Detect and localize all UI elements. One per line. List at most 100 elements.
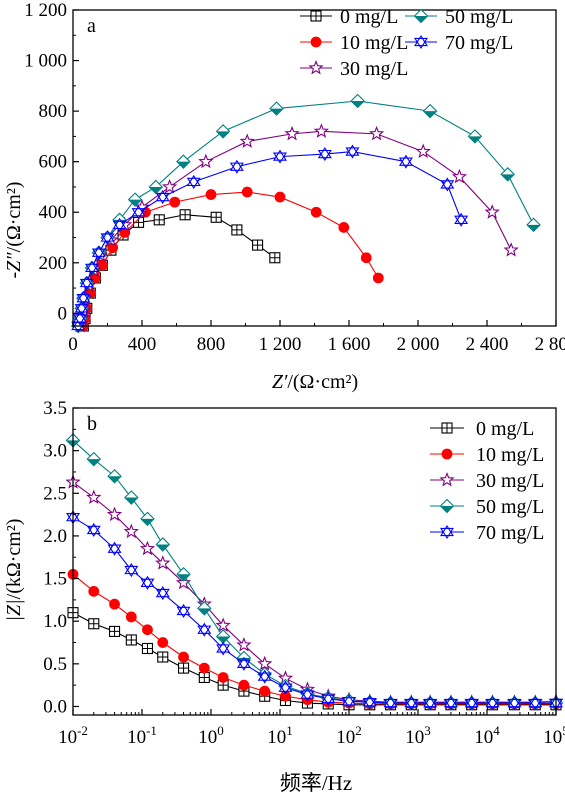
legend-marker	[439, 471, 455, 487]
data-point-inv	[317, 149, 332, 162]
x-tick-label: 800	[197, 334, 226, 355]
legend-marker	[441, 448, 453, 460]
legend-item: 0 mg/L	[430, 418, 534, 440]
data-point-inv	[464, 698, 479, 711]
data-point	[88, 585, 100, 597]
x-tick-label: 2 400	[466, 334, 509, 355]
data-point-inv	[197, 625, 212, 637]
data-point-cross	[157, 652, 168, 663]
x-tick-label: 104	[474, 723, 500, 748]
data-point-fill	[468, 136, 482, 143]
data-point	[86, 489, 102, 505]
data-point	[198, 153, 214, 169]
legend-marker-inv	[414, 37, 428, 50]
data-point-inv	[485, 698, 500, 711]
data-point	[178, 651, 189, 663]
data-point	[238, 679, 250, 691]
legend-item: 30 mg/L	[300, 58, 408, 80]
legend-item: 10 mg/L	[300, 32, 408, 54]
legend-label: 70 mg/L	[476, 522, 544, 544]
series-70-mgL	[71, 144, 469, 334]
data-point	[198, 662, 210, 674]
data-point-inv	[91, 248, 106, 260]
data-point	[313, 123, 330, 138]
data-point	[274, 191, 286, 203]
data-point-fill	[197, 608, 211, 615]
legend-label: 10 mg/L	[340, 32, 408, 54]
data-point-cross	[142, 643, 153, 654]
data-point	[503, 242, 519, 257]
data-point-cross	[211, 212, 222, 223]
x-tick-label: 102	[336, 723, 362, 748]
data-point	[259, 685, 271, 697]
data-point-inv	[257, 672, 272, 684]
legend-label: 10 mg/L	[476, 444, 544, 466]
legend: 0 mg/L 10 mg/L 30 mg/L 50 mg/L 70 mg/L	[300, 6, 513, 80]
y-tick-label: 1 200	[24, 0, 67, 21]
data-point	[239, 133, 255, 148]
data-point	[241, 186, 253, 198]
legend-item: 0 mg/L	[300, 6, 398, 28]
data-point-fill	[124, 497, 138, 505]
data-point-inv	[131, 208, 146, 220]
legend-marker-fill	[414, 16, 428, 23]
data-point-fill	[140, 518, 154, 526]
data-point-inv	[216, 644, 231, 656]
y-tick-label: 0	[58, 303, 68, 324]
data-point	[125, 611, 137, 623]
panel-label: b	[87, 413, 97, 435]
legend-label: 50 mg/L	[476, 496, 544, 518]
data-point-fill	[177, 574, 191, 581]
y-tick-label: 800	[39, 101, 68, 122]
x-tick-label: 1 600	[328, 334, 371, 355]
x-tick-label: 100	[198, 723, 224, 748]
data-point-inv	[100, 233, 115, 245]
data-point-cross	[178, 663, 189, 674]
legend-marker-inv	[440, 527, 454, 540]
x-tick-label: 101	[267, 723, 293, 748]
legend-item: 10 mg/L	[430, 444, 544, 466]
y-tick-label: 3.0	[43, 441, 67, 462]
plot-frame	[72, 9, 557, 327]
data-point	[123, 523, 139, 539]
data-point	[451, 168, 468, 184]
x-tick-label: 2 800	[535, 334, 565, 355]
data-point-cross	[231, 224, 242, 235]
data-point	[372, 272, 384, 284]
data-point-inv	[454, 215, 469, 227]
y-tick-label: 2.5	[43, 483, 67, 504]
data-point	[284, 125, 300, 141]
data-point	[155, 555, 171, 570]
x-axis-label: 频率/Hz	[280, 771, 352, 795]
data-point-fill	[423, 111, 437, 118]
data-point	[236, 637, 252, 652]
legend-label: 30 mg/L	[476, 470, 544, 492]
data-point-inv	[229, 162, 244, 174]
data-point	[484, 204, 500, 219]
data-point-inv	[155, 588, 170, 601]
series-10-mgL	[67, 568, 562, 710]
legend: 0 mg/L 10 mg/L 30 mg/L 50 mg/L 70 mg/L	[430, 418, 544, 544]
data-point-inv	[423, 698, 438, 711]
data-point-inv	[383, 698, 398, 711]
y-tick-label: 1.5	[43, 569, 67, 590]
data-point-cross	[154, 214, 165, 225]
legend-label: 0 mg/L	[476, 418, 534, 440]
data-point	[217, 672, 229, 683]
data-point-inv	[107, 544, 122, 556]
y-tick-label: 2.0	[43, 526, 67, 547]
data-point-inv	[528, 698, 543, 711]
x-tick-label: 105	[543, 723, 565, 748]
data-point	[310, 206, 322, 218]
x-tick-label: 1 200	[259, 334, 302, 355]
series-line	[79, 130, 512, 327]
y-axis-label: |Z|/(kΩ·cm²)	[3, 519, 25, 622]
data-point-inv	[345, 147, 360, 159]
legend-marker-cross	[442, 423, 452, 433]
data-point-inv	[86, 525, 101, 537]
data-point-inv	[507, 698, 522, 711]
data-point	[257, 655, 273, 671]
data-point-inv	[84, 263, 99, 275]
data-point	[106, 506, 123, 522]
